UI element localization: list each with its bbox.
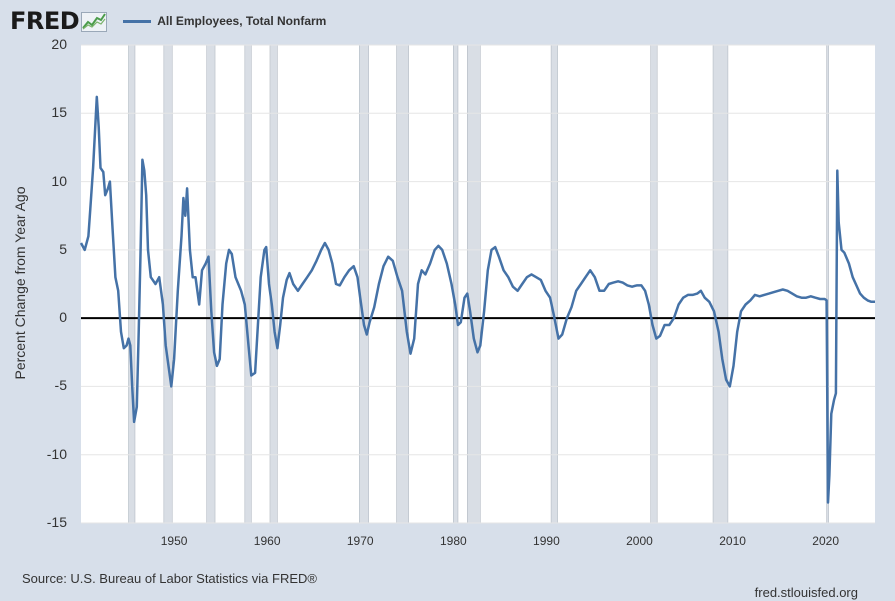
x-tick-label: 2000	[626, 534, 653, 548]
y-tick-label: -10	[46, 445, 67, 462]
line-graph-icon	[81, 12, 108, 32]
recession-bands	[128, 44, 829, 524]
site-link[interactable]: fred.stlouisfed.org	[754, 585, 858, 600]
recession-band	[269, 44, 278, 524]
x-tick-label: 1960	[253, 534, 281, 548]
series-line	[79, 95, 875, 504]
x-tick-label: 1990	[533, 534, 560, 548]
x-tick-label: 1970	[346, 534, 374, 548]
fred-logo-text: FRED	[10, 7, 80, 35]
recession-band	[467, 44, 481, 524]
legend-swatch	[123, 19, 152, 23]
fred-logo[interactable]: FRED	[10, 7, 108, 35]
recession-band	[244, 44, 252, 524]
recession-band	[453, 44, 459, 524]
y-tick-label: 0	[59, 309, 67, 326]
y-tick-label: 10	[51, 172, 67, 189]
y-tick-label: -15	[46, 514, 67, 530]
y-tick-label: -5	[54, 377, 67, 394]
recession-band	[359, 44, 369, 524]
y-tick-label: 5	[59, 240, 67, 257]
x-tick-label: 1950	[160, 534, 188, 548]
recession-band	[550, 44, 558, 524]
recession-band	[163, 44, 173, 524]
source-note: Source: U.S. Bureau of Labor Statistics …	[22, 571, 317, 586]
y-tick-label: 20	[51, 36, 67, 52]
x-tick-label: 2020	[812, 534, 839, 548]
x-tick-label: 1980	[439, 534, 467, 548]
x-tick-label: 2010	[719, 534, 746, 548]
legend-series-label: All Employees, Total Nonfarm	[157, 14, 327, 28]
recession-band	[396, 44, 409, 524]
chart-legend[interactable]: All Employees, Total Nonfarm	[123, 14, 326, 28]
recession-band	[712, 44, 729, 524]
chart-header: FRED All Employees, Total Nonfarm	[10, 6, 326, 36]
y-tick-label: 15	[51, 104, 67, 121]
recession-band	[128, 44, 136, 524]
recession-band	[650, 44, 658, 524]
